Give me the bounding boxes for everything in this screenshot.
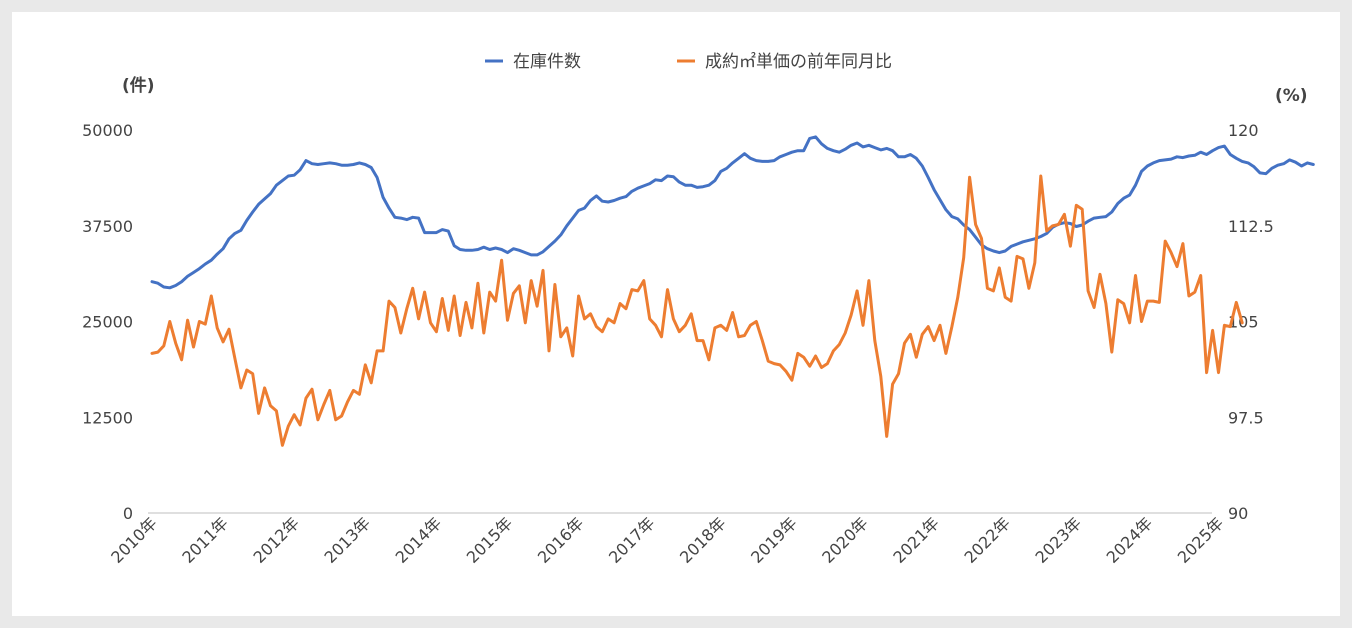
x-tick-label: 2014年 — [392, 513, 446, 567]
left-tick-label: 50000 — [82, 121, 133, 140]
legend-label: 在庫件数 — [513, 52, 581, 72]
x-tick-label: 2011年 — [178, 513, 232, 567]
x-tick-label: 2013年 — [321, 513, 375, 567]
right-tick-label: 120 — [1228, 121, 1259, 140]
series-line-left — [150, 135, 1315, 290]
x-tick-label: 2017年 — [605, 513, 659, 567]
left-tick-label: 37500 — [82, 217, 133, 236]
series-line-right — [150, 174, 1244, 447]
x-tick-label: 2022年 — [960, 513, 1014, 567]
left-tick-label: 12500 — [82, 408, 133, 427]
axes: 0125002500037500500009097.5105112.512020… — [82, 121, 1274, 567]
left-tick-label: 0 — [123, 504, 133, 523]
right-tick-label: 97.5 — [1228, 408, 1264, 427]
left-axis-unit-label: (件) — [122, 75, 155, 96]
x-tick-label: 2023年 — [1032, 513, 1086, 567]
right-axis-unit-label: (%) — [1275, 86, 1308, 106]
legend-label: 成約㎡単価の前年同月比 — [705, 52, 892, 72]
right-tick-label: 112.5 — [1228, 217, 1274, 236]
line-chart: 在庫件数 成約㎡単価の前年同月比 (件) (%) 0 12500 25000 37500… — [82, 52, 1315, 567]
x-tick-label: 2012年 — [249, 513, 303, 567]
left-tick-label: 25000 — [82, 313, 133, 332]
x-tick-label: 2018年 — [676, 513, 730, 567]
x-tick-label: 2020年 — [818, 513, 872, 567]
series-lines — [150, 135, 1315, 447]
chart-card: 在庫件数 成約㎡単価の前年同月比 (件) (%) 0 12500 25000 37500… — [12, 12, 1340, 616]
x-tick-label: 2019年 — [747, 513, 801, 567]
x-tick-label: 2025年 — [1174, 513, 1228, 567]
legend: 在庫件数 成約㎡単価の前年同月比 — [485, 52, 892, 72]
x-tick-label: 2024年 — [1103, 513, 1157, 567]
x-tick-label: 2016年 — [534, 513, 588, 567]
x-tick-label: 2010年 — [107, 513, 161, 567]
x-tick-label: 2021年 — [889, 513, 943, 567]
x-tick-label: 2015年 — [463, 513, 517, 567]
right-tick-label: 90 — [1228, 504, 1248, 523]
